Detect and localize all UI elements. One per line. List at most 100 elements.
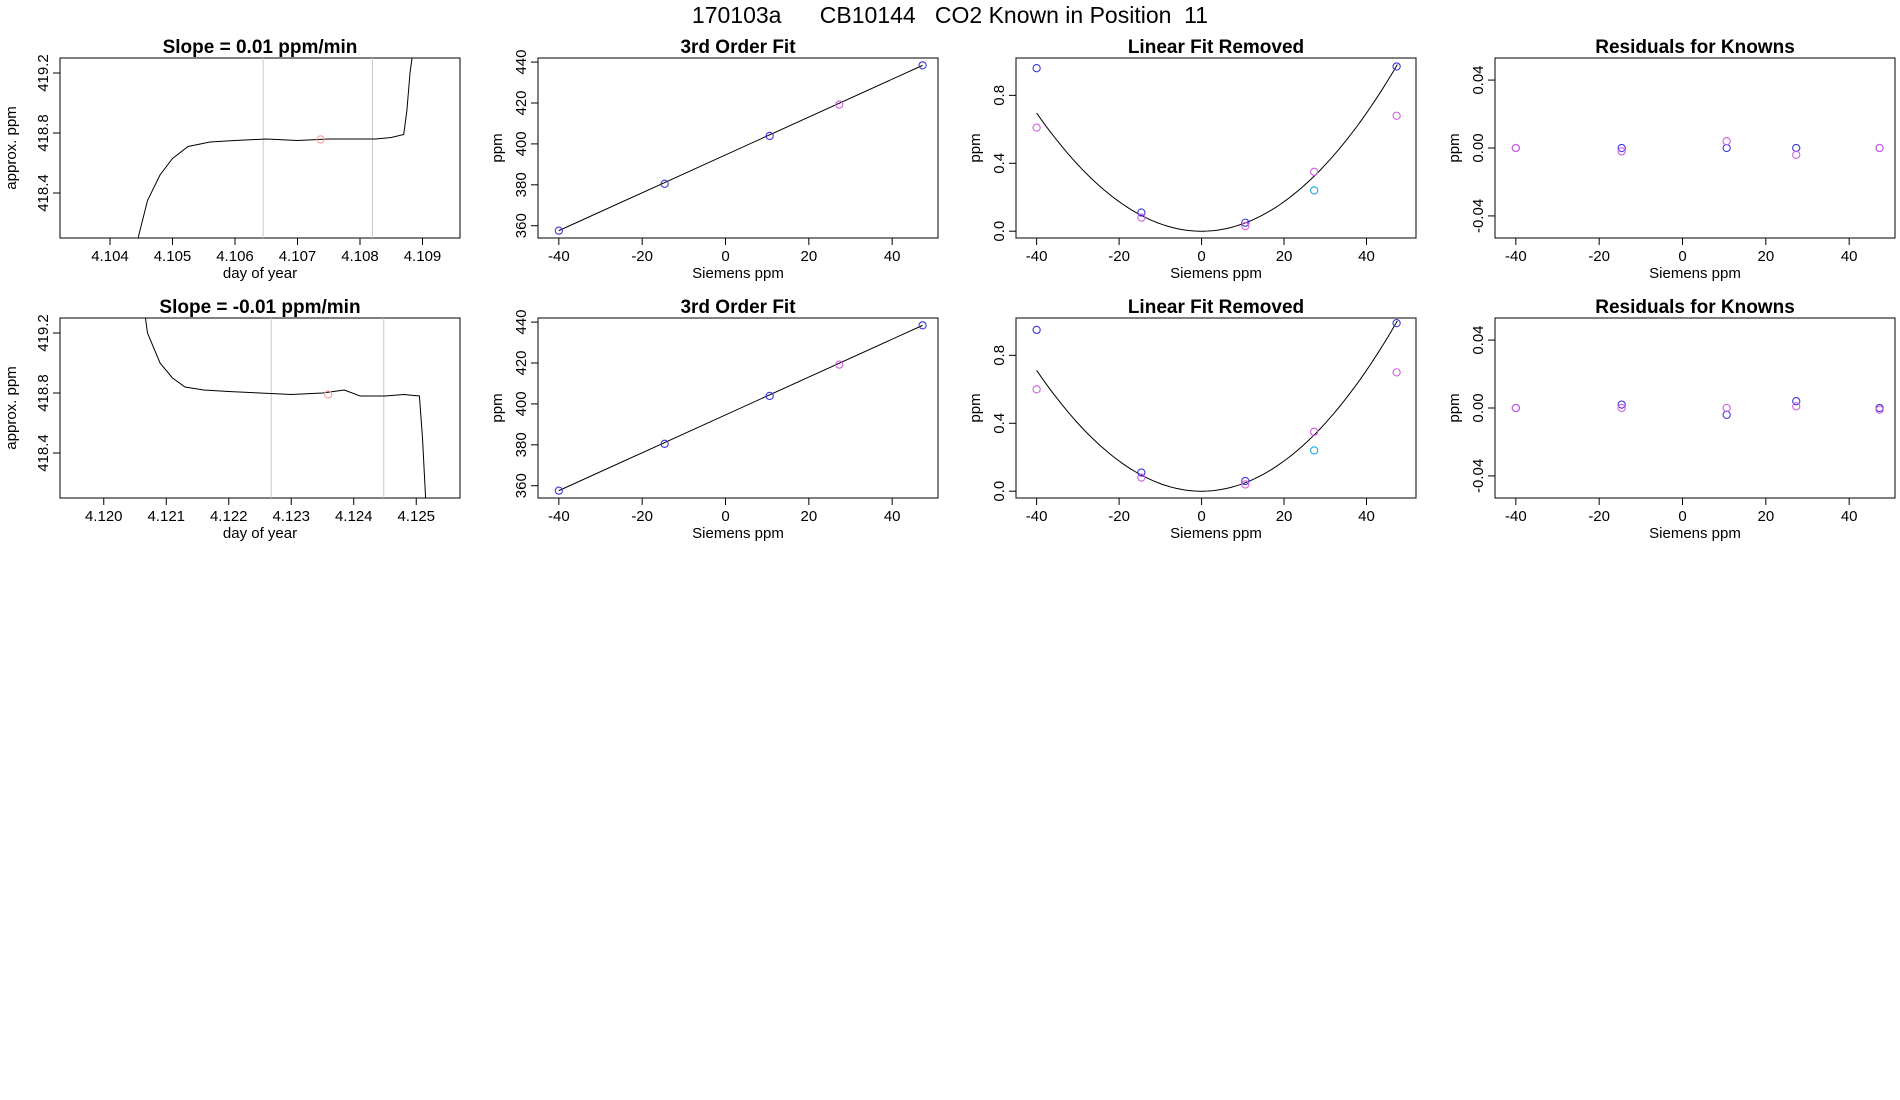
y-tick-label: -0.04 bbox=[1470, 459, 1487, 493]
x-tick-label: 0 bbox=[1197, 508, 1205, 525]
data-point bbox=[1792, 397, 1801, 406]
x-tick-label: 40 bbox=[884, 508, 901, 525]
x-tick-label: 40 bbox=[1358, 248, 1375, 265]
data-point bbox=[1137, 213, 1146, 222]
data-point bbox=[1722, 403, 1731, 413]
plot-area bbox=[1511, 137, 1884, 159]
chart-panel-5: Slope = -0.01 ppm/min 4.120 4.121 4.122 4.12… bbox=[3, 297, 461, 542]
data-point bbox=[1137, 208, 1146, 217]
x-tick-label: 20 bbox=[800, 248, 817, 265]
y-tick-label: 418.8 bbox=[35, 374, 52, 412]
y-tick-label: 0.04 bbox=[1470, 325, 1487, 354]
data-point bbox=[660, 439, 669, 448]
x-tick-label: -40 bbox=[1505, 508, 1527, 525]
data-point bbox=[1617, 147, 1626, 156]
data-point bbox=[1309, 186, 1319, 195]
x-tick-label: -40 bbox=[548, 508, 570, 525]
y-tick-label: 0.4 bbox=[991, 153, 1008, 174]
x-tick-label: 4.120 bbox=[85, 508, 123, 525]
x-axis-label: Siemens ppm bbox=[1649, 265, 1741, 282]
x-axis-label: Siemens ppm bbox=[1170, 525, 1262, 542]
data-point bbox=[1722, 410, 1731, 419]
y-tick-label: 418.4 bbox=[35, 434, 52, 472]
plot-frame bbox=[59, 57, 461, 239]
data-point bbox=[1875, 143, 1884, 153]
x-axis-label: Siemens ppm bbox=[1170, 265, 1262, 282]
y-axis-label: ppm bbox=[1446, 133, 1463, 162]
y-tick-label: 419.2 bbox=[35, 314, 52, 352]
fit-curve bbox=[1036, 64, 1398, 232]
panel-title: Linear Fit Removed bbox=[1128, 297, 1304, 318]
x-tick-label: 4.124 bbox=[335, 508, 373, 525]
data-point bbox=[1137, 468, 1146, 477]
x-axis-label: Siemens ppm bbox=[692, 525, 784, 542]
data-point bbox=[1032, 64, 1041, 73]
data-point bbox=[1392, 111, 1401, 120]
x-tick-label: 4.123 bbox=[272, 508, 310, 525]
y-tick-label: 440 bbox=[513, 310, 530, 335]
data-point bbox=[554, 226, 563, 235]
data-point bbox=[765, 131, 774, 141]
chart-panel-1: Slope = 0.01 ppm/min 4.104 4.105 4.106 4.107… bbox=[3, 37, 461, 282]
data-point bbox=[918, 61, 927, 70]
data-point bbox=[1309, 167, 1319, 176]
panel-title: 3rd Order Fit bbox=[680, 297, 796, 318]
x-tick-label: -20 bbox=[1108, 508, 1130, 525]
chart-panel-3: Linear Fit Removed -40 -20 0 20 40 0.0 0.4 0.8 Si… bbox=[967, 37, 1417, 282]
data-point bbox=[1792, 402, 1801, 411]
x-tick-label: 0 bbox=[721, 248, 729, 265]
y-axis-label: ppm bbox=[967, 133, 984, 162]
x-axis-label: day of year bbox=[223, 525, 297, 542]
y-axis-label: ppm bbox=[489, 393, 506, 422]
y-tick-label: 419.2 bbox=[35, 54, 52, 92]
plot-area bbox=[144, 318, 427, 498]
x-tick-label: 4.109 bbox=[404, 248, 442, 265]
data-point bbox=[1792, 143, 1801, 153]
data-point bbox=[1511, 143, 1520, 153]
x-tick-label: 0 bbox=[1678, 508, 1686, 525]
data-point bbox=[1392, 318, 1401, 328]
panel-title: 3rd Order Fit bbox=[680, 37, 796, 58]
chart-panel-7: Linear Fit Removed -40 -20 0 20 40 0.0 0.4 0.8 Si… bbox=[967, 297, 1417, 542]
x-tick-label: -20 bbox=[631, 508, 653, 525]
data-point bbox=[765, 391, 774, 401]
panel-title: Slope = -0.01 ppm/min bbox=[159, 297, 360, 318]
plot-area bbox=[1032, 62, 1401, 232]
plot-frame bbox=[1015, 57, 1417, 239]
data-point bbox=[1875, 403, 1884, 413]
x-tick-label: -40 bbox=[548, 248, 570, 265]
data-point bbox=[1032, 325, 1041, 335]
y-tick-label: 360 bbox=[513, 213, 530, 238]
x-tick-label: 4.121 bbox=[147, 508, 185, 525]
data-point bbox=[1392, 368, 1401, 377]
y-axis-label: approx. ppm bbox=[3, 106, 20, 189]
x-tick-label: 40 bbox=[884, 248, 901, 265]
x-tick-label: 4.107 bbox=[279, 248, 317, 265]
y-tick-label: 400 bbox=[513, 131, 530, 156]
y-tick-label: 400 bbox=[513, 391, 530, 416]
data-point bbox=[316, 135, 325, 144]
x-tick-label: -40 bbox=[1026, 248, 1048, 265]
x-tick-label: 20 bbox=[1276, 508, 1293, 525]
x-tick-label: 20 bbox=[1276, 248, 1293, 265]
y-tick-label: 0.00 bbox=[1470, 133, 1487, 162]
plot-area bbox=[1511, 397, 1884, 419]
y-tick-label: 0.0 bbox=[991, 221, 1008, 242]
x-tick-label: 40 bbox=[1841, 248, 1858, 265]
y-tick-label: 440 bbox=[513, 50, 530, 75]
fit-curve bbox=[1036, 320, 1398, 492]
x-tick-label: -40 bbox=[1026, 508, 1048, 525]
y-tick-label: -0.04 bbox=[1470, 199, 1487, 233]
data-point bbox=[660, 179, 669, 188]
data-point bbox=[1032, 385, 1041, 394]
plot-frame bbox=[1494, 57, 1896, 239]
data-point bbox=[1309, 427, 1319, 436]
y-tick-label: 0.8 bbox=[991, 345, 1008, 366]
x-tick-label: 4.105 bbox=[154, 248, 192, 265]
y-tick-label: 418.4 bbox=[35, 174, 52, 212]
x-tick-label: -20 bbox=[1588, 248, 1610, 265]
x-tick-label: 40 bbox=[1841, 508, 1858, 525]
fit-line bbox=[558, 324, 923, 492]
y-tick-label: 360 bbox=[513, 473, 530, 498]
